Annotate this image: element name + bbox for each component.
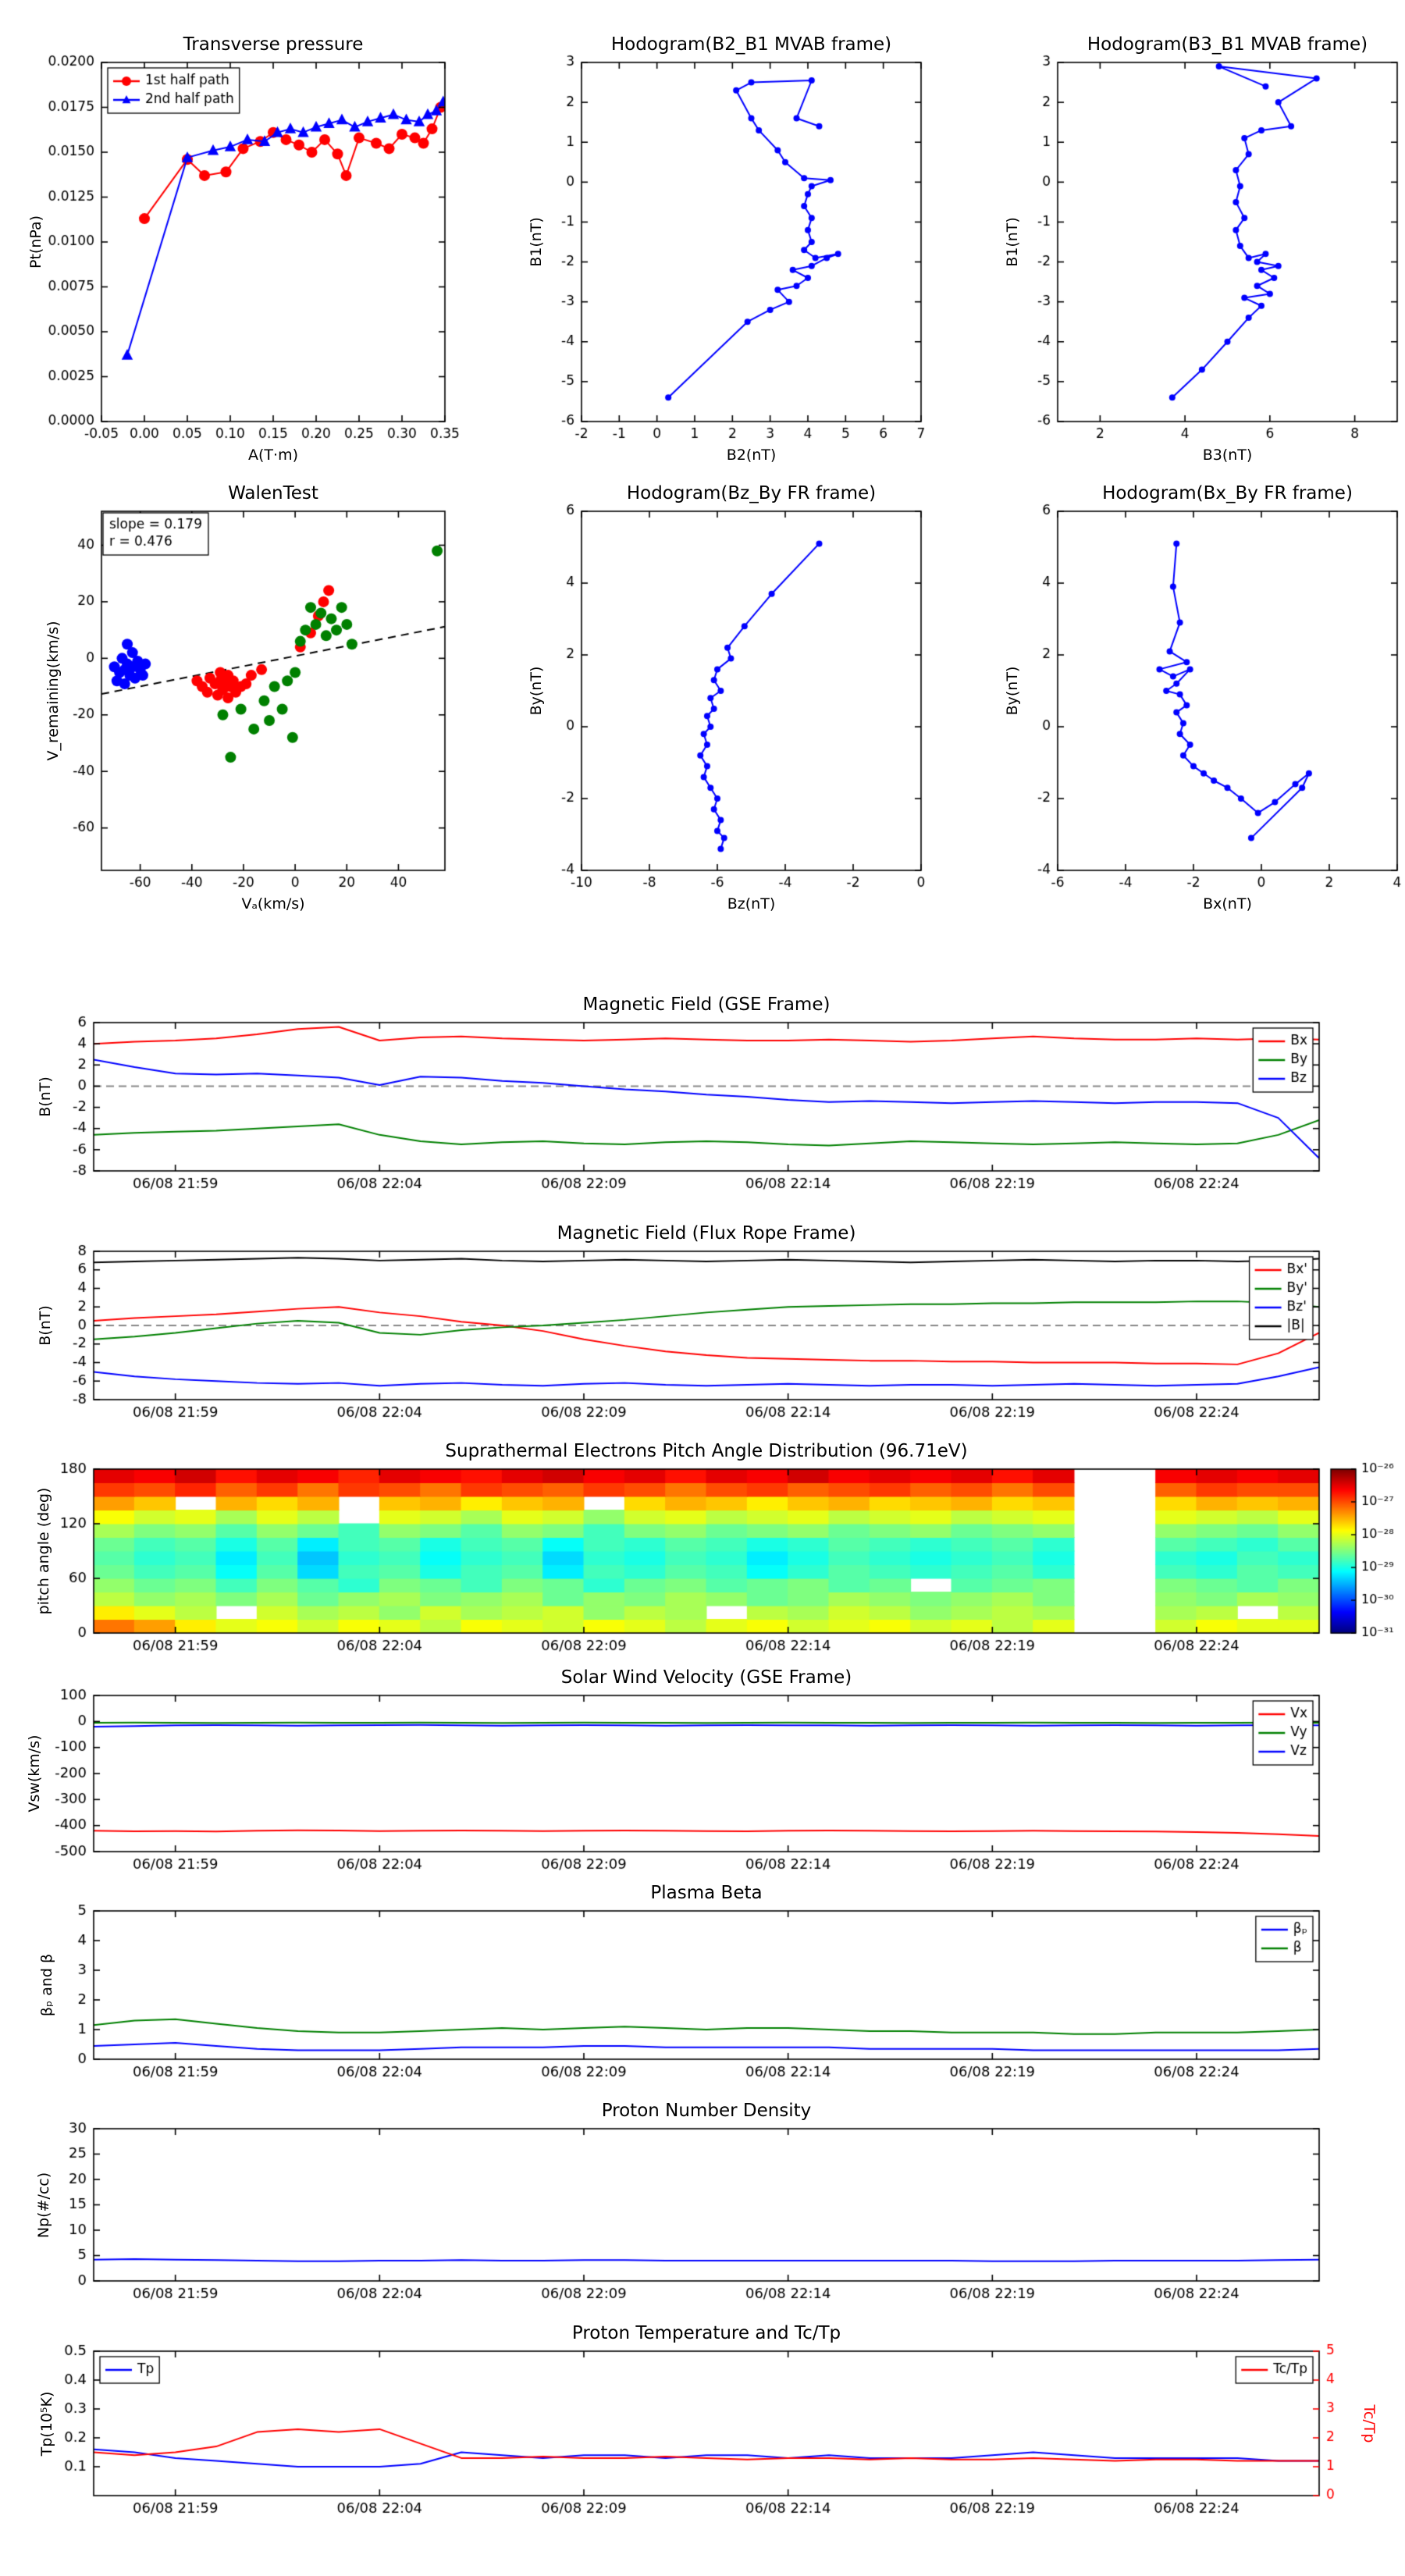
ylabel-plasma-beta: βₚ and β xyxy=(38,1953,55,2017)
title-magnetic-field-fr: Magnetic Field (Flux Rope Frame) xyxy=(557,1223,856,1244)
title-proton-temperature: Proton Temperature and Tc/Tp xyxy=(571,2323,841,2343)
title-magnetic-field-gse: Magnetic Field (GSE Frame) xyxy=(582,994,831,1015)
title-solar-wind-velocity: Solar Wind Velocity (GSE Frame) xyxy=(560,1667,852,1688)
title-hodogram-bzby: Hodogram(Bz_By FR frame) xyxy=(626,483,877,503)
xlabel-transverse-pressure: A(T·m) xyxy=(248,447,298,464)
xlabel-walen-test: Vₐ(km/s) xyxy=(241,895,305,913)
ylabel-pitch-angle-distribution: pitch angle (deg) xyxy=(35,1487,52,1615)
ylabel-walen-test: V_remaining(km/s) xyxy=(44,621,62,761)
ylabel-magnetic-field-fr: B(nT) xyxy=(37,1305,54,1346)
ylabel-proton-temperature: Tp(10⁵K) xyxy=(38,2391,55,2456)
title-hodogram-b2b1: Hodogram(B2_B1 MVAB frame) xyxy=(610,34,892,55)
title-hodogram-bxby: Hodogram(Bx_By FR frame) xyxy=(1102,483,1353,503)
ylabel-hodogram-bzby: By(nT) xyxy=(528,666,545,716)
right-ylabel-tc-tp: Tc/Tp xyxy=(1361,2404,1378,2443)
title-walen-test: WalenTest xyxy=(228,483,318,503)
xlabel-hodogram-b2b1: B2(nT) xyxy=(726,447,777,464)
title-proton-density: Proton Number Density xyxy=(601,2101,812,2121)
title-pitch-angle-distribution: Suprathermal Electrons Pitch Angle Distr… xyxy=(445,1441,968,1461)
ylabel-magnetic-field-gse: B(nT) xyxy=(37,1076,54,1117)
ylabel-proton-density: Np(#/cc) xyxy=(35,2172,52,2238)
title-plasma-beta: Plasma Beta xyxy=(650,1883,763,1903)
xlabel-hodogram-b3b1: B3(nT) xyxy=(1202,447,1253,464)
ylabel-hodogram-b3b1: B1(nT) xyxy=(1004,217,1021,267)
ylabel-transverse-pressure: Pt(nPa) xyxy=(27,215,44,269)
ylabel-hodogram-b2b1: B1(nT) xyxy=(528,217,545,267)
xlabel-hodogram-bxby: Bx(nT) xyxy=(1203,895,1252,913)
ylabel-hodogram-bxby: By(nT) xyxy=(1004,666,1021,716)
xlabel-hodogram-bzby: Bz(nT) xyxy=(727,895,776,913)
title-hodogram-b3b1: Hodogram(B3_B1 MVAB frame) xyxy=(1087,34,1368,55)
title-transverse-pressure: Transverse pressure xyxy=(183,34,364,55)
ylabel-solar-wind-velocity: Vsw(km/s) xyxy=(26,1735,43,1813)
